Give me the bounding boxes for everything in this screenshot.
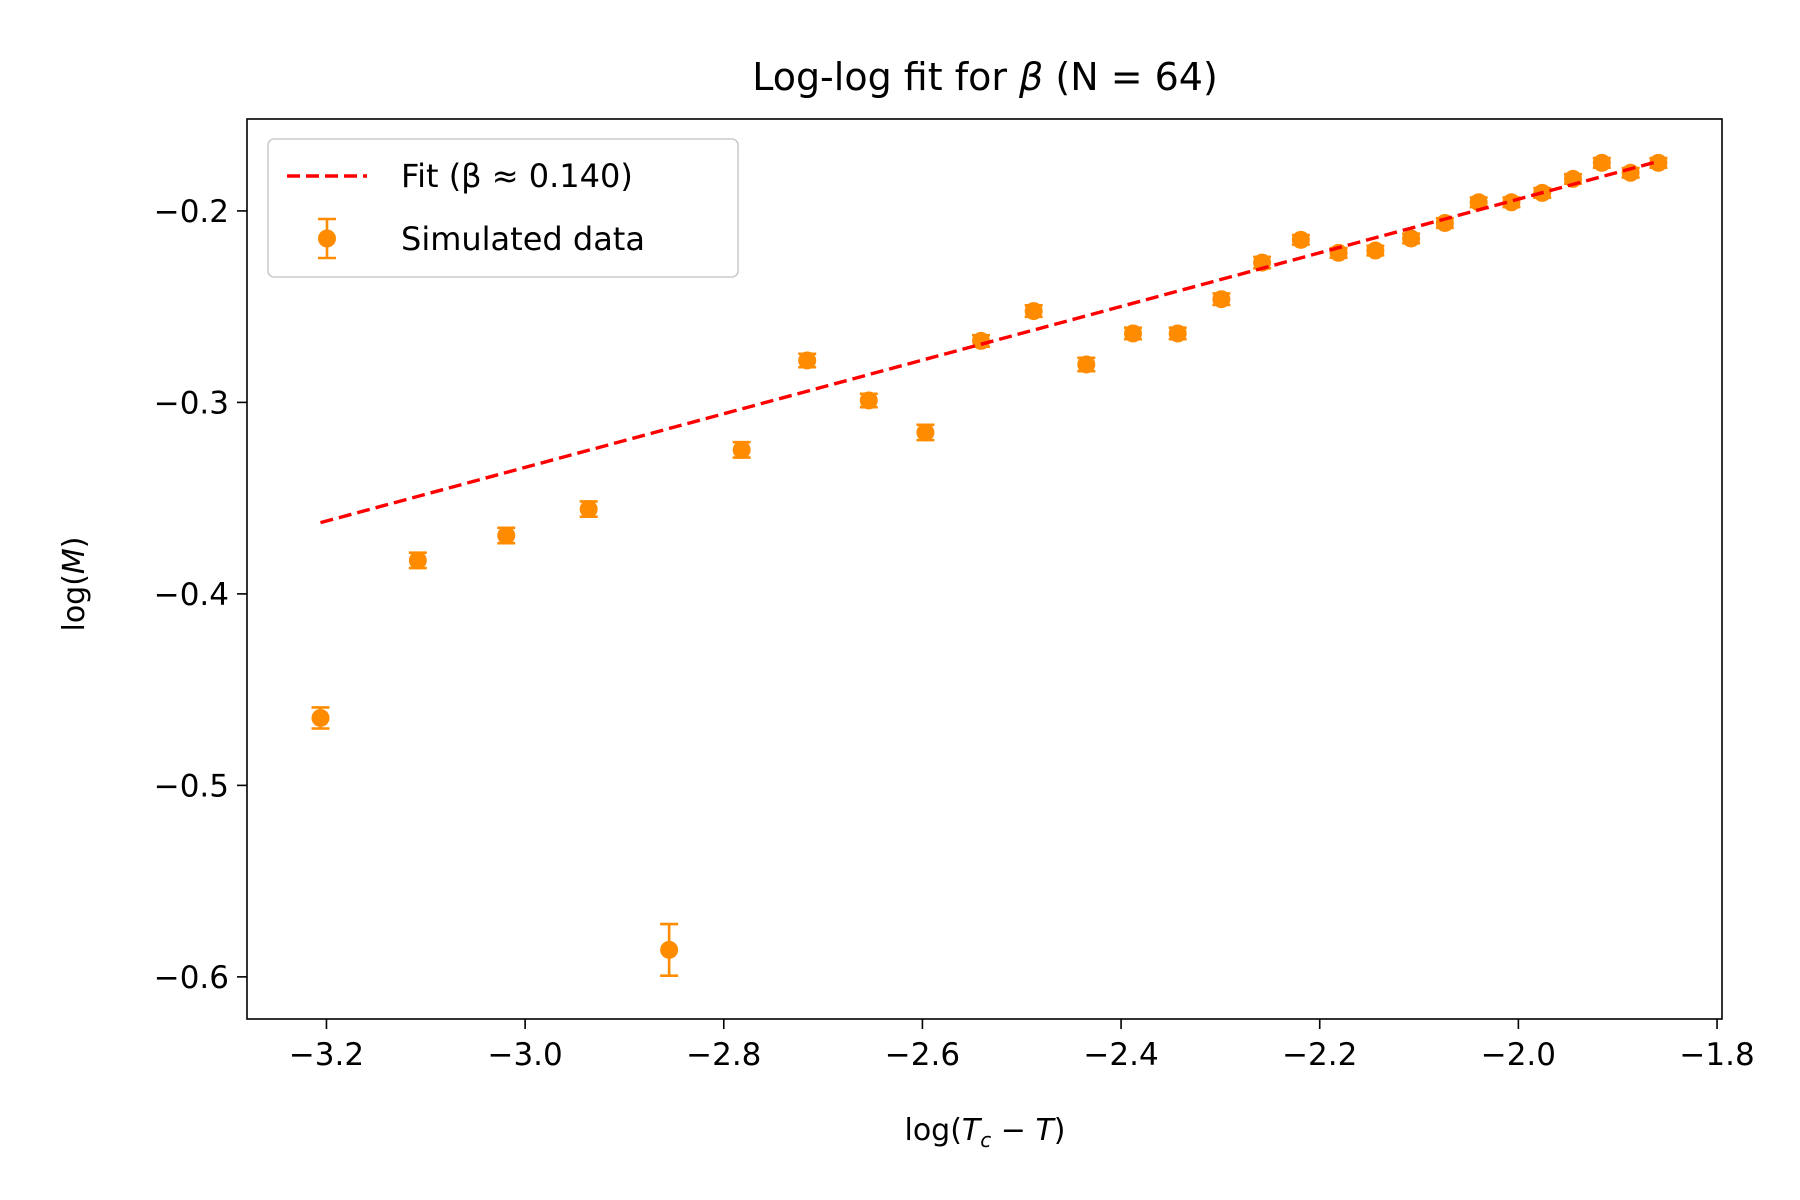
data-marker: [1123, 324, 1142, 343]
x-axis-ticks: −3.2 −3.0 −2.8 −2.6 −2.4 −2.2 −2.0 −1.8: [289, 1019, 1755, 1073]
data-point: [1168, 324, 1187, 343]
data-marker: [859, 391, 878, 410]
data-marker: [660, 940, 679, 959]
data-marker: [1366, 241, 1385, 260]
data-point: [1502, 193, 1521, 212]
data-marker: [1077, 355, 1096, 374]
data-point: [1402, 229, 1421, 248]
data-marker: [1291, 230, 1310, 249]
chart-title-prefix: Log-log fit for: [752, 55, 1019, 99]
x-tick-label: −2.8: [686, 1037, 761, 1073]
x-tick-label: −1.8: [1679, 1037, 1754, 1073]
data-marker: [1649, 153, 1668, 172]
data-marker: [1024, 302, 1043, 321]
y-tick-label: −0.6: [154, 960, 229, 996]
data-marker: [1402, 229, 1421, 248]
data-point: [579, 500, 598, 519]
x-axis-label: log(Tc − T): [904, 1113, 1065, 1152]
data-marker: [798, 351, 817, 370]
chart-title-suffix: (N = 64): [1043, 55, 1218, 99]
data-point: [497, 526, 516, 545]
y-tick-label: −0.3: [154, 385, 229, 421]
data-marker: [972, 331, 991, 350]
data-marker: [916, 423, 935, 442]
x-tick-label: −2.2: [1282, 1037, 1357, 1073]
y-tick-label: −0.5: [154, 768, 229, 804]
x-tick-label: −2.4: [1083, 1037, 1158, 1073]
data-point: [1469, 193, 1488, 212]
y-axis-ticks: −0.2 −0.3 −0.4 −0.5 −0.6: [154, 194, 247, 996]
fit-line: [320, 159, 1659, 525]
data-point: [1649, 153, 1668, 172]
data-point: [1077, 355, 1096, 374]
data-marker: [1621, 163, 1640, 182]
data-marker: [311, 708, 330, 727]
data-point: [1291, 230, 1310, 249]
data-marker: [408, 551, 427, 570]
data-point: [1024, 302, 1043, 321]
data-point: [408, 551, 427, 570]
data-point: [972, 331, 991, 350]
data-marker: [1469, 193, 1488, 212]
data-point: [798, 351, 817, 370]
data-point: [1123, 324, 1142, 343]
data-marker: [1168, 324, 1187, 343]
chart-title: Log-log fit for β (N = 64): [752, 55, 1218, 99]
plot-area: [311, 153, 1668, 978]
legend-data-swatch: [318, 217, 336, 260]
x-tick-label: −3.0: [487, 1037, 562, 1073]
data-marker: [1592, 153, 1611, 172]
x-tick-label: −2.0: [1481, 1037, 1556, 1073]
y-axis-label: log(M): [57, 536, 92, 631]
legend-fit-label: Fit (β ≈ 0.140): [401, 157, 633, 195]
legend: Fit (β ≈ 0.140) Simulated data: [267, 138, 739, 278]
chart-title-beta: β: [1018, 55, 1043, 99]
x-tick-label: −2.6: [885, 1037, 960, 1073]
data-point: [660, 922, 679, 978]
y-tick-label: −0.2: [154, 194, 229, 230]
data-marker: [579, 500, 598, 519]
data-marker: [1502, 193, 1521, 212]
data-point: [859, 391, 878, 410]
data-point: [732, 440, 751, 459]
data-point: [1592, 153, 1611, 172]
data-marker: [497, 526, 516, 545]
data-point: [1212, 290, 1231, 309]
data-marker: [732, 440, 751, 459]
data-point: [1621, 163, 1640, 182]
data-point: [311, 706, 330, 730]
legend-box: [267, 138, 739, 278]
y-tick-label: −0.4: [154, 577, 229, 613]
data-point: [1366, 241, 1385, 260]
legend-data-label: Simulated data: [401, 220, 645, 258]
x-tick-label: −3.2: [289, 1037, 364, 1073]
data-marker: [1212, 290, 1231, 309]
data-point: [916, 423, 935, 442]
axes-frame: [246, 118, 1723, 1020]
